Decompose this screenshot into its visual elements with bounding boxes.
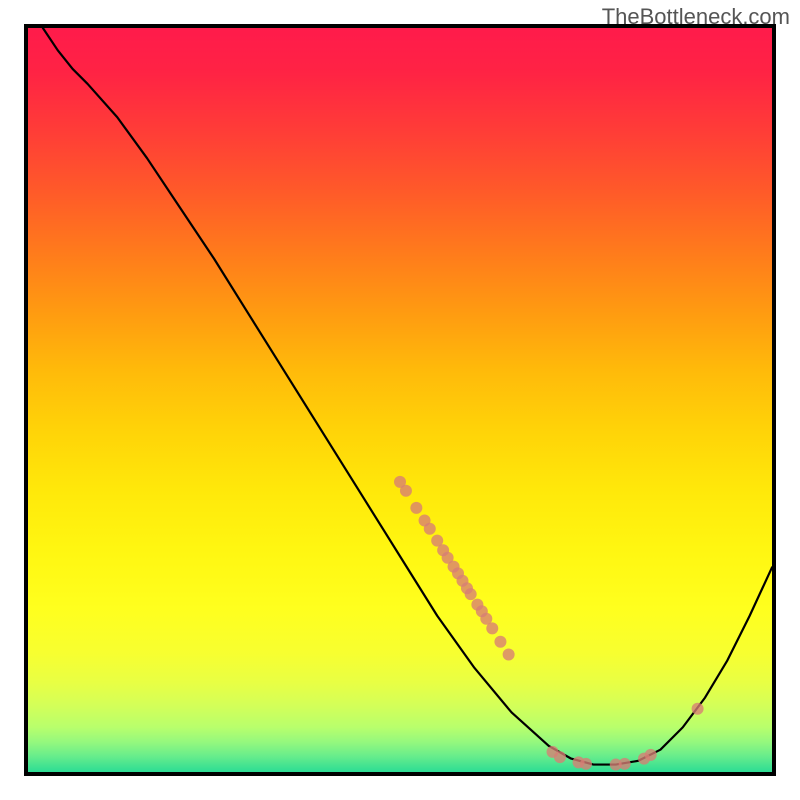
- data-marker: [503, 648, 515, 660]
- data-marker: [554, 751, 566, 763]
- data-marker: [692, 703, 704, 715]
- data-marker: [494, 636, 506, 648]
- data-marker: [424, 523, 436, 535]
- data-marker: [619, 758, 631, 770]
- chart-frame: [24, 24, 776, 776]
- chart-background: [28, 28, 772, 772]
- data-marker: [465, 588, 477, 600]
- data-marker: [410, 502, 422, 514]
- data-marker: [400, 485, 412, 497]
- chart-svg: [28, 28, 772, 772]
- chart-plot-area: [28, 28, 772, 772]
- watermark-text: TheBottleneck.com: [602, 4, 790, 30]
- data-marker: [580, 758, 592, 770]
- data-marker: [645, 749, 657, 761]
- data-marker: [486, 622, 498, 634]
